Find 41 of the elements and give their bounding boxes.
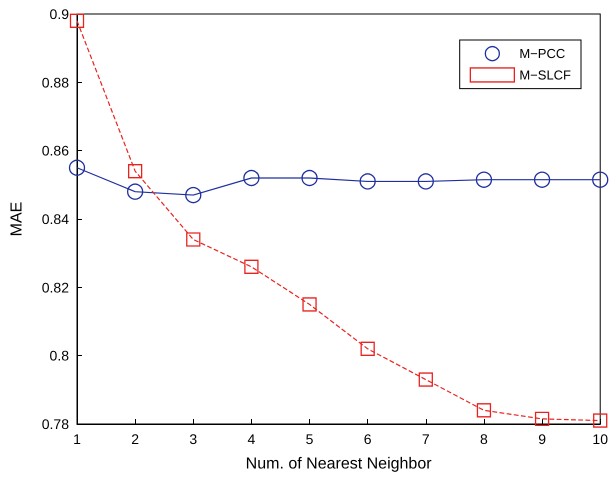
- point: [476, 172, 492, 188]
- x-tick-label: 6: [364, 431, 372, 447]
- x-tick-label: 7: [422, 431, 430, 447]
- point: [360, 342, 375, 356]
- x-axis-title: Num. of Nearest Neighbor: [246, 456, 432, 472]
- x-tick-label: 2: [131, 431, 140, 447]
- x-tick-label: 1: [73, 431, 82, 447]
- x-tick-label: 8: [480, 431, 488, 447]
- y-tick-label: 0.88: [42, 74, 70, 90]
- x-tick-label: 4: [248, 431, 256, 447]
- point: [592, 172, 608, 188]
- y-tick-label: 0.86: [42, 142, 70, 159]
- point: [593, 413, 608, 428]
- point: [68, 160, 86, 176]
- y-tick-label: 0.8: [50, 348, 70, 364]
- y-tick-label: 0.84: [42, 211, 70, 227]
- legend-label: M−PCC: [519, 46, 566, 62]
- legend-label: M−SLCF: [519, 67, 572, 82]
- y-tick-label: 0.82: [42, 279, 70, 296]
- x-tick-label: 9: [538, 431, 546, 447]
- x-tick-label: 5: [306, 431, 314, 447]
- point: [534, 172, 550, 188]
- point: [476, 403, 492, 418]
- point: [302, 297, 317, 312]
- point: [186, 232, 200, 247]
- point: [243, 170, 260, 186]
- point: [128, 164, 142, 178]
- point: [534, 412, 550, 426]
- point: [244, 260, 259, 274]
- x-tick-label: 3: [189, 431, 198, 447]
- y-axis-title: MAE: [8, 202, 26, 236]
- point: [418, 372, 433, 387]
- y-tick-label: 0.78: [42, 416, 70, 432]
- point: [70, 14, 84, 28]
- point: [360, 173, 376, 190]
- point: [301, 170, 318, 186]
- point: [185, 186, 202, 204]
- point: [127, 184, 144, 200]
- y-tick-label: 0.9: [50, 6, 70, 22]
- x-tick-label: 10: [592, 431, 608, 447]
- point: [418, 173, 434, 190]
